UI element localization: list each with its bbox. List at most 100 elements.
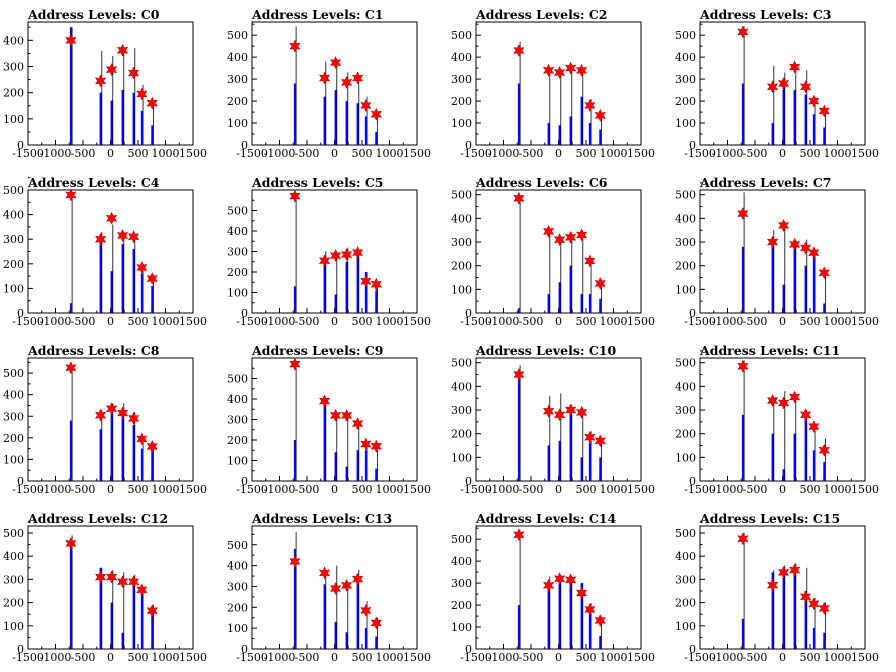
x-tick-label: 0 [555,651,562,664]
x-tick-label: 1500 [627,315,655,328]
bar [334,294,337,313]
y-tick-label: 200 [451,260,472,273]
bar [293,548,296,649]
x-tick-label: 1000 [600,315,628,328]
plot-frame [27,21,194,146]
x-tick-label: 500 [352,651,373,664]
panel-title: Address Levels: C10 [475,343,617,358]
peak-marker [594,276,607,291]
bar [599,457,602,481]
bar [558,578,561,649]
peak-marker [594,434,607,448]
bar [132,249,135,313]
x-tick-label: 1500 [179,315,207,328]
bar [364,450,367,481]
x-tick-label: 500 [576,315,597,328]
bar [771,433,774,481]
x-tick-label: 1000 [376,483,404,496]
y-tick-label: 100 [227,287,248,300]
y-tick-label: 0 [241,475,248,488]
bar [99,92,102,145]
bar [558,440,561,481]
x-tick-label: -1500 [460,651,492,664]
chart-panel: Address Levels: C13 0 100 200 300 400 500 -1500… [227,511,431,664]
x-tick-label: 500 [576,483,597,496]
panel-title: Address Levels: C7 [699,175,832,190]
x-tick-label: -1500 [12,315,44,328]
y-tick-label: 400 [675,380,696,393]
bar [804,590,807,649]
bar [588,443,591,481]
y-tick-label: 100 [3,282,24,295]
x-tick-label: 0 [107,147,114,160]
bar [140,110,143,145]
x-tick-label: -1000 [712,315,744,328]
peak-marker [808,597,820,611]
bar [823,462,826,481]
y-tick-label: 0 [241,643,248,656]
bar [599,298,602,313]
x-tick-label: 0 [555,315,562,328]
y-tick-label: 0 [689,475,696,488]
bar [151,285,154,313]
peak-marker [575,228,588,242]
x-tick-label: 500 [800,651,821,664]
peak-marker [105,570,118,584]
y-tick-label: 500 [3,184,24,197]
bar [771,572,774,649]
bar [547,445,550,481]
plot-frame [475,21,642,146]
peak-marker [351,71,364,85]
bar [356,450,359,481]
bar [110,411,113,481]
bar [293,286,296,313]
y-tick-label: 300 [227,246,248,259]
y-tick-label: 400 [227,225,248,238]
y-tick-label: 400 [451,51,472,64]
bar [334,452,337,481]
bar [110,271,113,313]
x-tick-label: 0 [555,147,562,160]
chart-panel: Address Levels: C90100200300400500-1500-… [227,343,431,496]
plot-frame [475,189,642,314]
peak-marker [136,432,148,446]
x-tick-label: 0 [331,483,338,496]
peak-marker [818,266,831,280]
panel-title: Address Levels: C0 [27,7,160,22]
x-tick-label: -1500 [12,483,44,496]
bar [110,100,113,145]
y-tick-label: 100 [451,451,472,464]
x-tick-label: -1000 [488,315,520,328]
peak-marker [329,248,342,263]
peak-marker [575,63,588,77]
peak-marker [542,63,555,77]
x-tick-label: -1500 [460,315,492,328]
x-tick-label: 0 [331,315,338,328]
bar [517,308,520,313]
x-tick-label: -500 [743,315,768,328]
peak-marker [105,63,118,77]
bar [140,590,143,649]
x-tick-label: 1000 [600,147,628,160]
bar [823,632,826,649]
peak-marker [777,396,790,410]
bar [517,372,520,481]
y-tick-label: 300 [227,414,248,427]
peak-marker [799,80,812,94]
x-tick-label: 0 [331,651,338,664]
x-tick-label: -1500 [684,483,716,496]
peak-marker [766,578,779,592]
y-tick-label: 500 [227,539,248,552]
y-tick-label: 0 [689,643,696,656]
panel-title: Address Levels: C1 [251,7,384,22]
y-tick-label: 400 [3,34,24,47]
peak-marker [584,254,596,268]
x-tick-label: 1500 [851,315,879,328]
x-tick-label: -1000 [40,147,72,160]
y-tick-label: 200 [675,597,696,610]
x-tick-label: 0 [779,315,786,328]
bar [782,284,785,313]
y-tick-label: 100 [3,620,24,633]
bar [323,584,326,649]
chart-panel: Address Levels: C10100200300400500-1500-… [227,7,431,160]
